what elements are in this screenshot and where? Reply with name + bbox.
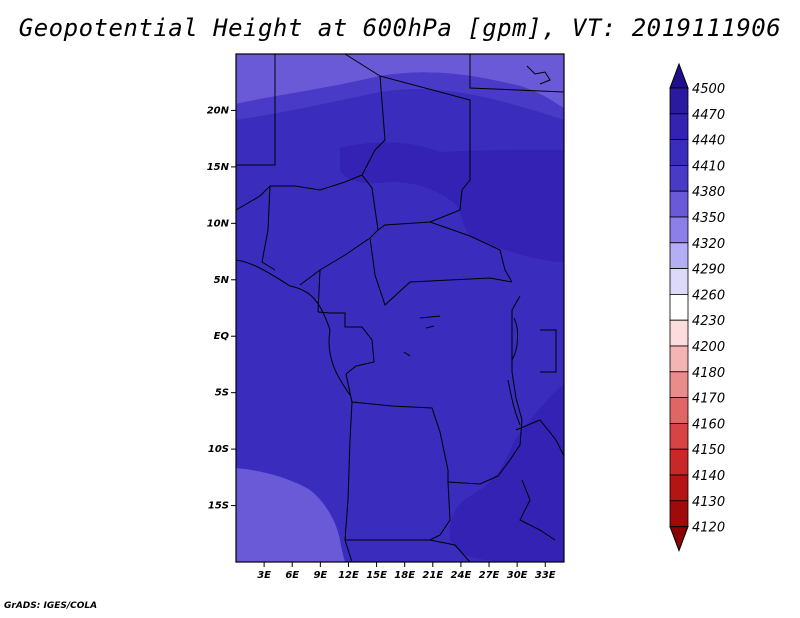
border-line [344,53,386,176]
colorbar-label: 4440 [692,134,725,149]
border-line [345,539,471,563]
border-line [379,75,471,191]
colorbar-swatch [669,164,689,192]
border-line [509,295,523,461]
field-sw-low [236,468,345,562]
colorbar-label: 4160 [692,417,725,432]
colorbar-swatch [669,268,689,295]
latitude-axis: 20N 15N 10N 5N EQ 5S 10S 15S [207,105,236,512]
colorbar-swatch [669,345,689,373]
longitude-axis: 3E 6E 9E 12E 15E 18E 21E 24E 27E 30E 33E [257,562,556,581]
chart-title: Geopotential Height at 600hPa [gpm], VT:… [18,14,782,42]
colorbar-swatch [669,216,689,244]
colorbar-label: 4380 [692,185,725,200]
border-line [317,311,375,375]
field-north-mid [236,72,564,120]
border-line [299,237,513,306]
border-line [429,221,513,283]
lat-tick-label: 10N [207,218,230,229]
colorbar-label: 4500 [692,82,725,97]
field-center-high [340,142,564,262]
border-line [344,401,353,563]
colorbar-top-arrow [669,62,689,89]
height-field [236,54,564,562]
colorbar: 4500 4470 4440 4410 4380 4350 4320 4290 4260 4230… [669,62,725,553]
border-line [236,54,276,166]
colorbar-swatch [669,319,689,347]
lon-tick-label: 6E [285,570,299,581]
border-line [235,259,351,396]
country-borders [235,53,565,563]
colorbar-swatch [669,87,689,115]
lon-tick-label: 33E [535,570,556,581]
lon-tick-label: 24E [451,570,472,581]
border-line [511,317,519,361]
colorbar-swatch [669,397,689,424]
lat-tick-label: 15N [207,162,230,173]
colorbar-swatch [669,500,689,527]
colorbar-label: 4130 [692,495,725,510]
colorbar-label: 4230 [692,314,725,329]
colorbar-label: 4150 [692,443,725,458]
colorbar-swatch [669,293,689,321]
border-line [507,379,521,426]
border-line [429,481,451,541]
border-line [519,479,556,541]
border-line [345,373,449,471]
lon-tick-label: 15E [366,570,387,581]
lon-tick-label: 9E [313,570,327,581]
colorbar-swatch [669,371,689,398]
border-line [540,329,557,373]
border-line [235,174,363,211]
colorbar-swatch [669,422,689,450]
colorbar-label: 4140 [692,469,725,484]
colorbar-swatch [669,448,689,476]
map-frame [235,53,565,563]
lat-tick-label: 5S [215,388,229,399]
credit-label: GrADS: IGES/COLA [4,601,98,611]
colorbar-label: 4320 [692,237,725,252]
border-line [515,419,565,457]
colorbar-swatch [669,113,689,141]
border-line [447,459,511,485]
colorbar-label: 4200 [692,340,725,355]
colorbar-label: 4120 [692,521,725,536]
lat-tick-label: 10S [208,444,229,455]
field-se-high [449,384,564,562]
colorbar-label: 4470 [692,108,725,123]
colorbar-label: 4180 [692,366,725,381]
colorbar-swatch [669,474,689,502]
colorbar-swatch [669,242,689,270]
colorbar-label: 4350 [692,211,725,226]
colorbar-label: 4170 [692,392,725,407]
border-line [425,325,435,329]
lon-tick-label: 21E [422,570,443,581]
border-line [526,65,551,85]
colorbar-swatch [669,190,689,218]
colorbar-bottom-arrow [669,526,689,553]
lat-tick-label: 5N [214,275,230,286]
lon-tick-label: 3E [257,570,271,581]
lon-tick-label: 27E [479,570,500,581]
colorbar-label: 4290 [692,263,725,278]
lat-tick-label: 15S [208,501,229,512]
border-line [403,351,411,357]
border-line [361,174,379,239]
colorbar-swatch [669,139,689,166]
lon-tick-label: 18E [394,570,415,581]
border-line [419,315,441,319]
colorbar-label: 4410 [692,159,725,174]
lon-tick-label: 12E [338,570,359,581]
border-line [469,54,565,93]
lat-tick-label: EQ [214,331,230,342]
border-line [261,185,276,271]
lat-tick-label: 20N [207,105,230,116]
field-north-low [236,54,564,108]
lon-tick-label: 30E [507,570,528,581]
colorbar-label: 4260 [692,288,725,303]
